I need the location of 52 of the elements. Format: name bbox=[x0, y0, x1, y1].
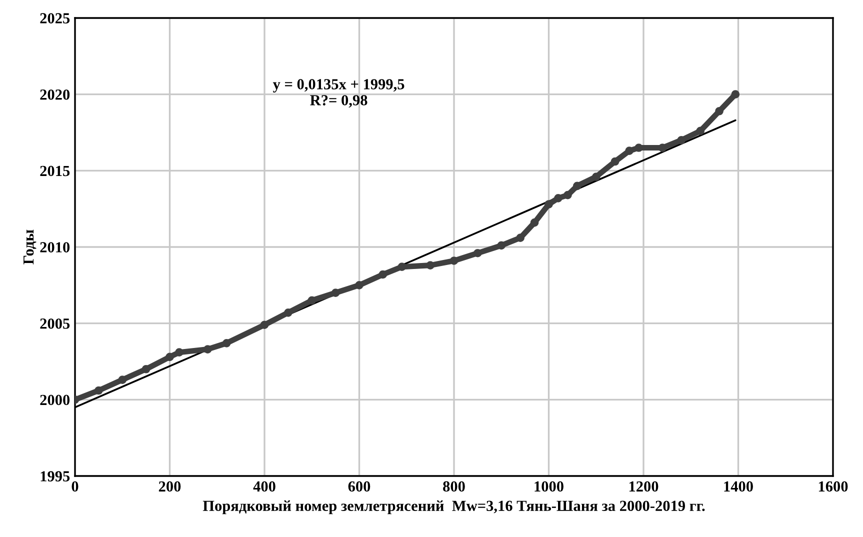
point bbox=[94, 386, 103, 395]
point bbox=[175, 348, 184, 357]
point bbox=[696, 126, 705, 136]
point bbox=[450, 256, 458, 265]
point bbox=[592, 172, 600, 181]
x-axis-title: Порядковый номер землетрясений Mw=3,16 Тянь-Шаня за 2000-2019 гг. bbox=[202, 500, 705, 514]
point bbox=[308, 296, 316, 305]
point bbox=[284, 308, 292, 317]
y-tick-label: 2000 bbox=[40, 394, 70, 406]
point bbox=[634, 144, 643, 152]
point bbox=[731, 90, 740, 98]
y-tick-label: 2005 bbox=[40, 318, 70, 329]
y-tick-label: 2015 bbox=[40, 166, 70, 176]
x-tick-label: 0 bbox=[72, 481, 78, 492]
x-tick-label: 1000 bbox=[534, 481, 564, 492]
point bbox=[497, 241, 506, 250]
y-tick-label: 2020 bbox=[40, 89, 70, 100]
point bbox=[142, 364, 150, 374]
y-axis-title: Годы bbox=[24, 230, 36, 264]
point bbox=[677, 136, 686, 144]
y-tick-label: 1995 bbox=[40, 471, 70, 482]
point bbox=[610, 157, 620, 166]
point bbox=[554, 194, 562, 202]
point bbox=[260, 320, 269, 330]
point bbox=[530, 218, 539, 227]
x-tick-label: 800 bbox=[443, 481, 465, 492]
point bbox=[516, 234, 524, 242]
point bbox=[564, 190, 572, 200]
point bbox=[166, 352, 174, 362]
annotation: y = 0,0135x + 1999,5 R?= 0,98 bbox=[272, 79, 404, 108]
point bbox=[573, 182, 582, 190]
point bbox=[203, 345, 212, 354]
point bbox=[355, 281, 364, 290]
y-tick-label: 2025 bbox=[40, 13, 70, 24]
point bbox=[331, 288, 340, 297]
x-tick-label: 200 bbox=[158, 481, 181, 492]
x-tick-label: 1400 bbox=[724, 481, 753, 492]
point bbox=[398, 262, 406, 272]
point bbox=[222, 339, 231, 348]
point bbox=[715, 106, 724, 116]
point bbox=[544, 200, 553, 208]
point bbox=[625, 146, 634, 155]
point bbox=[118, 376, 127, 384]
point bbox=[378, 270, 388, 279]
point bbox=[474, 248, 482, 258]
y-tick-label: 2010 bbox=[40, 242, 70, 252]
x-tick-label: 400 bbox=[253, 481, 276, 492]
x-tick-label: 1600 bbox=[818, 481, 848, 492]
point bbox=[426, 261, 434, 270]
x-tick-label: 600 bbox=[348, 481, 370, 492]
point bbox=[658, 144, 667, 152]
x-tick-label: 1200 bbox=[629, 481, 658, 492]
